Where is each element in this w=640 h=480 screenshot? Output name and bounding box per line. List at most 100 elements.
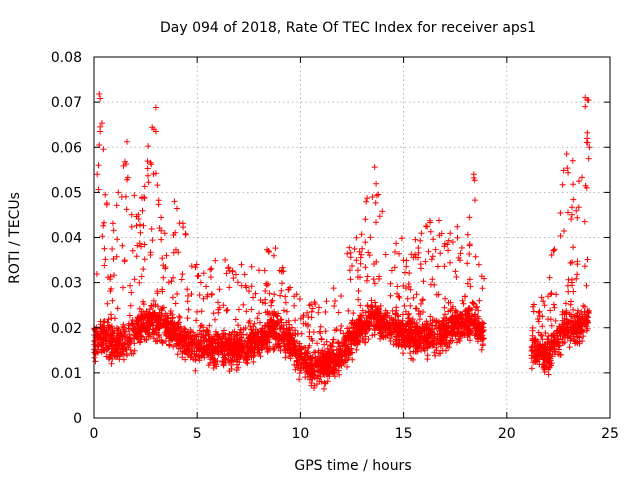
- data-point: [339, 342, 346, 349]
- data-point: [123, 206, 130, 213]
- data-point: [576, 319, 583, 326]
- data-point: [138, 273, 145, 280]
- data-point: [447, 259, 453, 266]
- y-tick-label: 0.08: [51, 50, 82, 66]
- data-point: [330, 336, 337, 343]
- data-point: [158, 337, 165, 343]
- data-point: [330, 357, 337, 364]
- data-point: [236, 337, 243, 344]
- data-point: [347, 254, 354, 261]
- data-point: [152, 128, 159, 135]
- data-point: [173, 246, 179, 253]
- data-point: [410, 294, 417, 301]
- data-point: [193, 317, 200, 324]
- data-point: [212, 257, 219, 264]
- data-point: [343, 344, 350, 350]
- data-point: [278, 287, 285, 294]
- data-point: [119, 242, 126, 249]
- data-point: [575, 204, 582, 211]
- data-point: [352, 333, 359, 340]
- data-point: [279, 280, 285, 287]
- data-point: [369, 194, 376, 200]
- data-point: [221, 327, 227, 334]
- data-point: [369, 332, 376, 339]
- data-point: [263, 280, 270, 287]
- data-point: [465, 325, 472, 332]
- data-point: [358, 231, 365, 238]
- data-point: [136, 279, 143, 286]
- data-point: [532, 336, 539, 343]
- data-point: [195, 342, 201, 349]
- data-point: [464, 231, 471, 238]
- data-point: [251, 336, 258, 343]
- data-point: [107, 276, 114, 283]
- data-point: [529, 332, 536, 339]
- data-point: [398, 235, 405, 242]
- data-point: [528, 344, 535, 351]
- data-point: [252, 290, 259, 297]
- data-point: [472, 330, 479, 337]
- data-point: [416, 325, 423, 332]
- data-point: [285, 326, 292, 333]
- data-point: [174, 327, 181, 334]
- data-point: [538, 294, 545, 301]
- data-point: [549, 351, 556, 357]
- data-point: [442, 295, 449, 302]
- data-point: [466, 251, 473, 257]
- data-point: [323, 298, 330, 305]
- data-point: [201, 354, 208, 361]
- data-point: [417, 261, 424, 268]
- data-point: [355, 332, 362, 339]
- data-point: [412, 305, 419, 312]
- data-point: [392, 333, 399, 340]
- data-point: [557, 233, 564, 239]
- data-point: [331, 369, 337, 376]
- data-point: [548, 252, 555, 258]
- data-point: [244, 344, 251, 351]
- data-point: [391, 264, 398, 271]
- data-point: [113, 325, 120, 332]
- data-point: [182, 326, 189, 333]
- data-point: [569, 204, 575, 211]
- data-point: [279, 264, 286, 271]
- data-point: [271, 291, 278, 298]
- data-point: [131, 347, 138, 354]
- data-point: [532, 354, 539, 361]
- data-point: [561, 228, 567, 234]
- data-point: [584, 129, 591, 136]
- data-point: [192, 264, 199, 271]
- data-point: [289, 340, 296, 347]
- data-point: [318, 378, 325, 385]
- data-point: [584, 256, 591, 263]
- data-point: [222, 339, 229, 346]
- data-point: [105, 316, 112, 323]
- data-point: [259, 334, 266, 341]
- data-point: [106, 342, 113, 349]
- data-point: [294, 348, 301, 355]
- data-point: [363, 198, 370, 205]
- data-point: [145, 172, 151, 179]
- data-point: [459, 330, 466, 337]
- data-point: [567, 335, 574, 342]
- data-point: [584, 96, 591, 103]
- data-point: [214, 340, 221, 347]
- data-point: [159, 340, 166, 347]
- data-point: [563, 329, 570, 336]
- data-point: [233, 356, 240, 363]
- data-point: [101, 219, 107, 226]
- data-point: [277, 292, 284, 299]
- data-point: [399, 311, 406, 318]
- data-point: [109, 246, 116, 252]
- data-point: [583, 282, 590, 289]
- data-point: [421, 327, 428, 334]
- data-point: [305, 314, 312, 320]
- data-point: [121, 332, 128, 339]
- data-point: [211, 358, 218, 365]
- data-point: [140, 222, 147, 229]
- data-point: [535, 318, 542, 325]
- data-point: [210, 310, 217, 317]
- data-point: [335, 353, 342, 360]
- data-point: [580, 302, 587, 309]
- y-tick-labels: 0 0.01 0.02 0.03 0.04 0.05 0.06 0.07 0.08: [51, 50, 82, 427]
- data-point: [179, 271, 186, 278]
